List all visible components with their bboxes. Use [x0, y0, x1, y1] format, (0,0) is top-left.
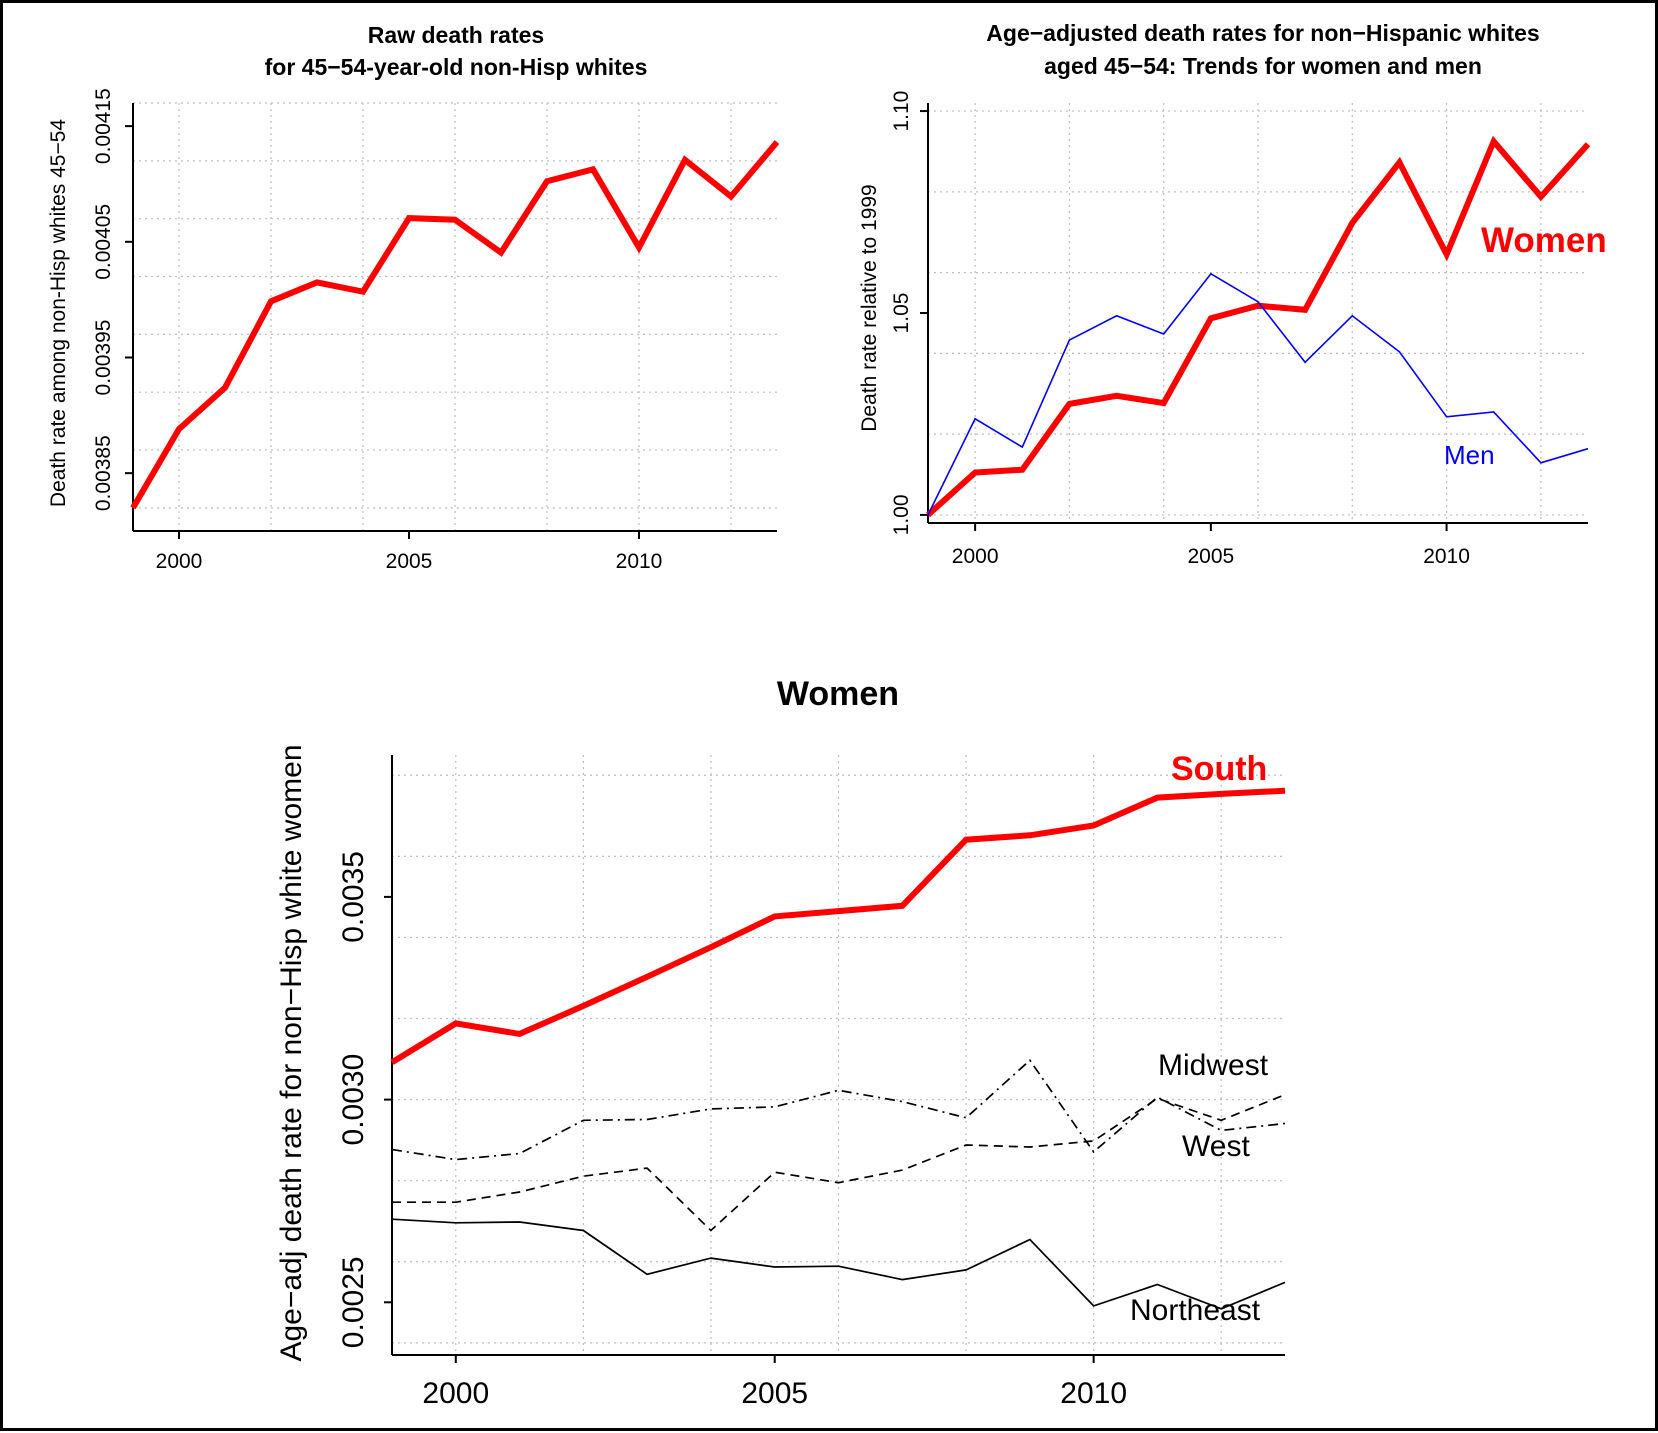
chart1-y-ticks: 0.00385 0.00395 0.00405 0.00415: [92, 88, 133, 511]
chart1-x-ticks: 2000 2005 2010: [156, 531, 663, 573]
chart2-title-line2: aged 45−54: Trends for women and men: [1044, 53, 1482, 79]
chart2-men-label: Men: [1444, 440, 1495, 470]
chart2-x-ticks: 2000 2005 2010: [952, 523, 1470, 568]
c2-x-tick-label-0: 2000: [952, 545, 999, 568]
c3-x-tick-label-2: 2010: [1060, 1377, 1127, 1410]
chart3-grid: [392, 755, 1285, 1355]
c1-x-tick-label-0: 2000: [156, 550, 203, 573]
chart1-title-line2: for 45−54-year-old non-Hisp whites: [265, 54, 648, 80]
women-by-region-chart: Women 2000 2005 2010 0.0025 0.0030 0.0035 Ag…: [275, 675, 1285, 1410]
figure-canvas: Raw death rates for 45−54-year-old non-H…: [3, 3, 1655, 1428]
c3-y-tick-label-1: 0.0030: [337, 1054, 370, 1146]
chart1-title-line1: Raw death rates: [368, 22, 544, 48]
chart3-northeast-label: Northeast: [1130, 1294, 1261, 1327]
c1-x-tick-label-2: 2010: [616, 550, 663, 573]
chart3-south-label: South: [1171, 750, 1267, 788]
chart3-west-label: West: [1182, 1130, 1250, 1163]
chart3-title: Women: [777, 675, 899, 713]
c1-y-tick-label-0: 0.00385: [92, 435, 115, 511]
c1-y-tick-label-3: 0.00415: [92, 88, 115, 164]
c3-y-tick-label-2: 0.0035: [337, 851, 370, 943]
c2-y-tick-label-0: 1.00: [890, 494, 913, 535]
chart1-series: [133, 142, 777, 508]
chart2-y-axis-label: Death rate relative to 1999: [858, 184, 881, 432]
chart2-title-line1: Age−adjusted death rates for non−Hispani…: [986, 20, 1539, 46]
c3-x-tick-label-0: 2000: [422, 1377, 489, 1410]
chart3-x-ticks: 2000 2005 2010: [422, 1355, 1127, 1410]
chart3-y-ticks: 0.0025 0.0030 0.0035: [337, 851, 392, 1348]
c3-x-tick-label-1: 2005: [741, 1377, 808, 1410]
c3-series-line-south: [392, 791, 1285, 1063]
c2-y-tick-label-2: 1.10: [890, 91, 913, 132]
chart2-women-label: Women: [1481, 221, 1607, 260]
c1-y-tick-label-1: 0.00395: [92, 320, 115, 396]
c1-x-tick-label-1: 2005: [386, 550, 433, 573]
c2-x-tick-label-1: 2005: [1187, 545, 1234, 568]
raw-death-rates-chart: Raw death rates for 45−54-year-old non-H…: [47, 22, 777, 573]
chart1-y-axis-label: Death rate among non-Hisp whites 45−54: [47, 119, 70, 507]
c2-x-tick-label-2: 2010: [1423, 545, 1470, 568]
c2-y-tick-label-1: 1.05: [890, 293, 913, 334]
c3-y-tick-label-0: 0.0025: [337, 1256, 370, 1348]
chart2-y-ticks: 1.00 1.05 1.10: [890, 91, 928, 536]
age-adjusted-death-rates-chart: Age−adjusted death rates for non−Hispani…: [858, 20, 1607, 568]
chart3-y-axis-label: Age−adj death rate for non−Hisp white wo…: [275, 744, 308, 1361]
c1-y-tick-label-2: 0.00405: [92, 204, 115, 280]
c2-series-line-men: [928, 274, 1588, 515]
chart3-midwest-label: Midwest: [1158, 1049, 1269, 1082]
